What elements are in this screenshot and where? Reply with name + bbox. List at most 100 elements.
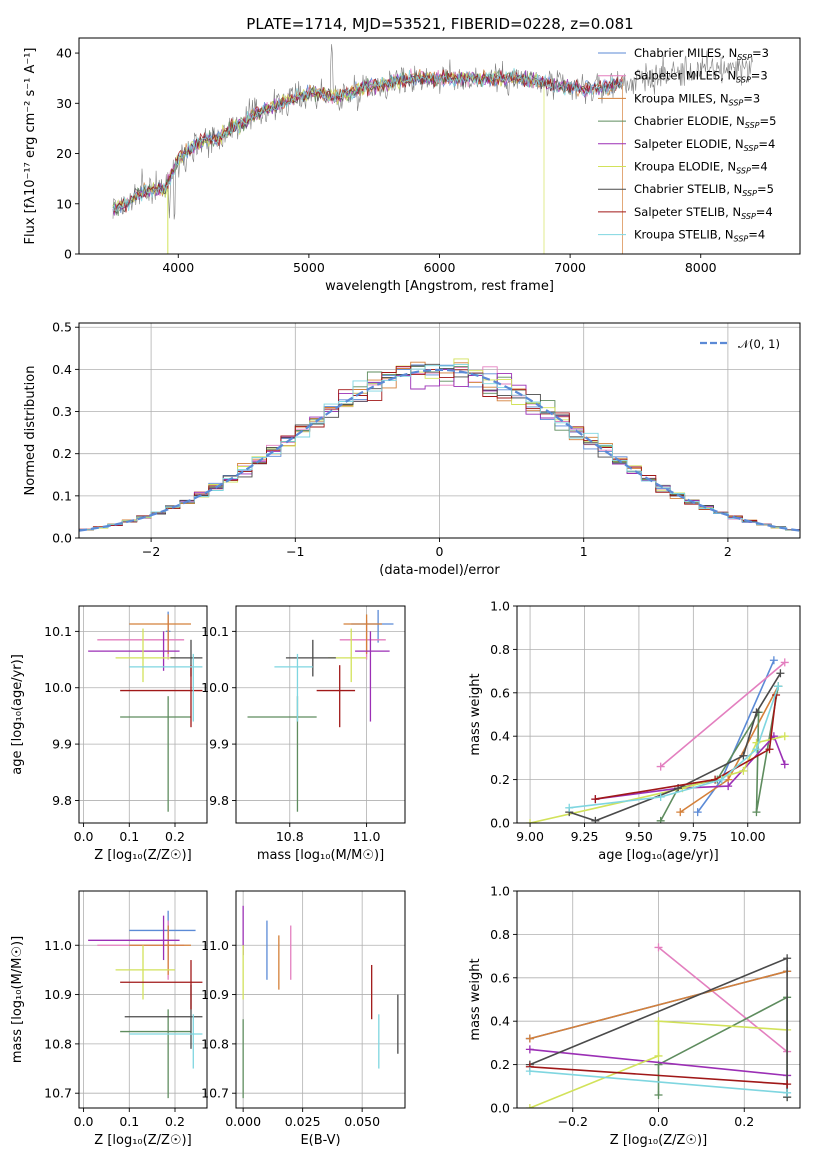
spectrum-y-tick-label: 40 xyxy=(56,46,72,61)
mass_vs_ebv-x-tick-label: 0.025 xyxy=(285,1114,321,1129)
age_vs_Z-x-tick-label: 0.0 xyxy=(74,829,94,844)
weight-marker xyxy=(525,1045,534,1054)
weight_vs_age-x-axis-label: age [log₁₀(age/yr)] xyxy=(598,848,719,863)
normal-curve-line xyxy=(79,368,800,532)
weight_vs_age-y-tick-label: 0.4 xyxy=(490,729,510,744)
residual_hist-frame xyxy=(78,322,801,539)
spectrum-y-tick-label: 30 xyxy=(56,96,72,111)
weight_vs_age-y-axis-label: mass weight xyxy=(468,673,483,755)
weight-marker xyxy=(780,732,789,741)
residual_hist-y-tick-label: 0.1 xyxy=(52,488,72,503)
mass_vs_ebv-x-tick-label: 0.050 xyxy=(344,1114,380,1129)
weight-marker xyxy=(717,775,726,784)
weight-marker xyxy=(654,943,663,952)
weight-line-kroupa-miles xyxy=(679,685,779,813)
weight_vs_Z-x-tick-label: 0.2 xyxy=(734,1114,754,1129)
weight-marker xyxy=(591,816,600,823)
weight_vs_Z-y-tick-label: 0.6 xyxy=(490,970,510,985)
weight-line-salpeter-miles xyxy=(660,661,786,768)
mass_vs_Z-x-tick-label: 0.2 xyxy=(165,1114,185,1129)
residual_hist-x-tick-label: 2 xyxy=(724,544,732,559)
weight-marker xyxy=(525,1067,534,1076)
residual_hist-x-tick-label: −2 xyxy=(142,544,160,559)
residual_hist-x-tick-label: 1 xyxy=(580,544,588,559)
age_vs_Z-frame xyxy=(78,605,208,824)
age_vs_mass-frame xyxy=(235,605,406,824)
weight_vs_age-y-tick-label: 0.0 xyxy=(490,816,510,831)
weight-line-salpeter-elodie xyxy=(529,1048,788,1077)
weight-line-kroupa-elodie xyxy=(529,1020,788,1108)
weight-marker xyxy=(765,745,774,754)
mass_vs_ebv-x-axis-label: E(B-V) xyxy=(300,1133,340,1148)
weight_vs_Z-x-axis-label: Z [log₁₀(Z/Z☉)] xyxy=(610,1133,707,1148)
mass_vs_Z-errorbars xyxy=(88,910,203,1099)
weight-marker xyxy=(774,682,783,691)
weight-line-chabrier-elodie xyxy=(659,686,779,822)
age_vs_mass-y-tick-label: 10.1 xyxy=(201,624,229,639)
mass_vs_ebv-y-tick-label: 10.9 xyxy=(201,987,229,1002)
mass_vs_ebv-x-tick-label: 0.000 xyxy=(225,1114,261,1129)
weight-marker xyxy=(739,751,748,760)
weight_vs_Z-y-axis-label: mass weight xyxy=(468,958,483,1040)
weight_vs_age-lines xyxy=(526,656,789,823)
plot-layer: 4000 5000 6000 7000 8000010203040wavelength … xyxy=(10,37,801,1148)
weight_vs_age-x-tick-label: 9.25 xyxy=(571,829,599,844)
weight_vs_Z-y-tick-label: 0.2 xyxy=(490,1057,510,1072)
spectrum-y-tick-label: 20 xyxy=(56,146,72,161)
spectrum-x-tick-label: 6000 xyxy=(424,260,456,275)
legend-entry-label: Salpeter MILES, NSSP=3 xyxy=(634,69,768,85)
weight-marker xyxy=(739,766,748,775)
weight-line-kroupa-stelib xyxy=(529,1070,788,1094)
weight-marker xyxy=(656,792,665,801)
weight-marker xyxy=(654,1017,663,1026)
legend-entry-label: Kroupa MILES, NSSP=3 xyxy=(634,91,760,107)
weight-marker xyxy=(654,1051,663,1060)
weight-marker xyxy=(724,782,733,791)
weight_vs_age-y-tick-label: 0.6 xyxy=(490,685,510,700)
weight-line-salpeter-stelib xyxy=(595,694,777,800)
age_vs_mass-axes xyxy=(232,606,405,827)
weight-marker xyxy=(676,808,685,817)
mass_vs_ebv-errorbars xyxy=(242,905,399,1099)
residual_hist-axes xyxy=(75,323,800,542)
weight_vs_Z-x-tick-label: 0.0 xyxy=(649,1114,669,1129)
weight-line-chabrier-stelib xyxy=(568,672,782,822)
age_vs_Z-axes xyxy=(75,606,207,827)
age_vs_Z-x-tick-label: 0.1 xyxy=(119,829,139,844)
model-spectrum-chabrier-stelib xyxy=(112,70,623,215)
model-spectrum-kroupa-stelib xyxy=(112,67,623,212)
weight-marker xyxy=(591,795,600,804)
legend-entry-label: Chabrier ELODIE, NSSP=5 xyxy=(634,114,776,130)
spectrum-axes xyxy=(75,52,702,258)
mass_vs_Z-frame xyxy=(78,890,208,1109)
weight_vs_Z-y-tick-label: 0.4 xyxy=(490,1014,510,1029)
weight-marker xyxy=(693,808,702,817)
weight-marker xyxy=(525,1104,534,1108)
mass_vs_Z-y-tick-label: 10.8 xyxy=(44,1036,72,1051)
spectrum-y-tick-label: 10 xyxy=(56,196,72,211)
age_vs_Z-y-tick-label: 9.9 xyxy=(52,737,72,752)
weight-line-salpeter-miles xyxy=(657,946,788,1053)
weight-marker xyxy=(783,1080,792,1089)
mass_vs_Z-y-axis-label: mass [log₁₀(M/M☉)] xyxy=(10,936,25,1063)
weight_vs_Z-x-tick-label: −0.2 xyxy=(558,1114,588,1129)
age_vs_mass-errorbars xyxy=(247,609,394,812)
mass_vs_Z-x-tick-label: 0.0 xyxy=(74,1114,94,1129)
legend-entry-label: Salpeter STELIB, NSSP=4 xyxy=(634,205,773,221)
weight-marker xyxy=(752,708,761,717)
weight-line-kroupa-miles xyxy=(529,970,788,1040)
residual_hist-x-tick-label: 0 xyxy=(436,544,444,559)
weight-marker xyxy=(780,760,789,769)
weight_vs_age-y-tick-label: 1.0 xyxy=(490,599,510,614)
weight-marker xyxy=(526,819,535,823)
residual_hist-y-tick-label: 0.4 xyxy=(52,362,72,377)
histogram-kroupa-stelib xyxy=(79,363,800,533)
weight_vs_age-y-tick-label: 0.2 xyxy=(490,772,510,787)
weight_vs_Z-lines xyxy=(525,943,792,1108)
weight-marker xyxy=(780,658,789,667)
legend-entry-label: Salpeter ELODIE, NSSP=4 xyxy=(634,137,775,153)
residual_hist-y-tick-label: 0.3 xyxy=(52,404,72,419)
spectrum-x-tick-label: 4000 xyxy=(162,260,194,275)
spectrum-x-axis-label: wavelength [Angstrom, rest frame] xyxy=(325,279,554,294)
